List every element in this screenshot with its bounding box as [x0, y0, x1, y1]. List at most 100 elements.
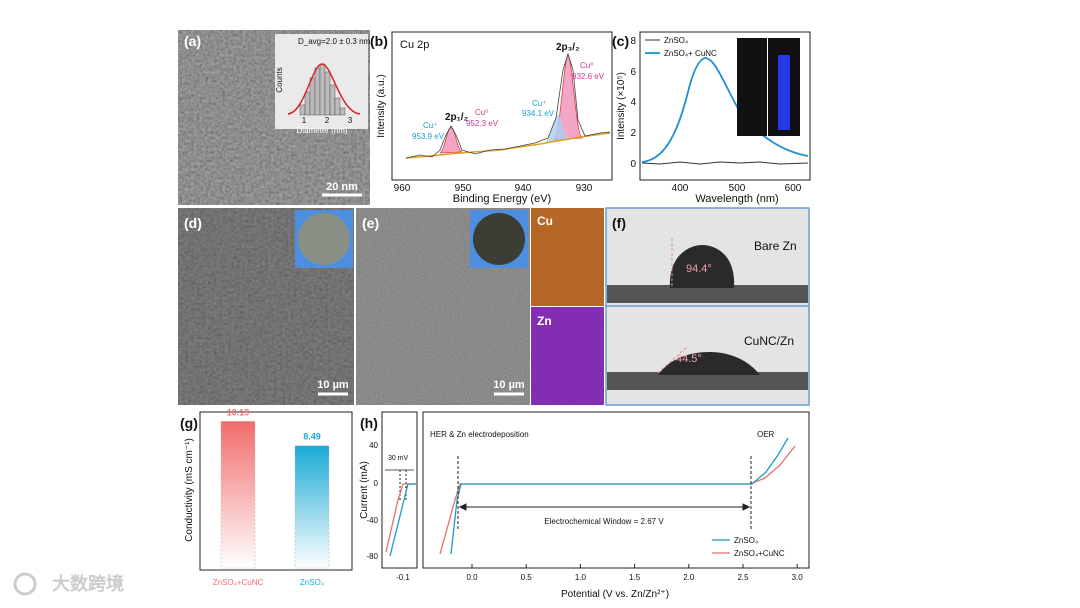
annotation: Cu⁺: [423, 121, 437, 130]
x-tick-label: 600: [785, 183, 802, 194]
substrate: [607, 372, 808, 390]
legend-label: ZnSO₄+ CuNC: [664, 49, 717, 58]
droplet: [658, 352, 760, 375]
annotation: Cu⁰: [580, 61, 593, 70]
y-tick-label: 6: [630, 67, 636, 78]
x-axis-label: Binding Energy (eV): [453, 193, 551, 205]
current-line: [450, 437, 789, 555]
map-texture: [531, 208, 604, 306]
panel-label: (h): [360, 415, 378, 431]
panel-label: (g): [180, 415, 198, 431]
panel-label: (e): [362, 215, 379, 231]
peak-fill: [545, 115, 570, 142]
inset-annotation: D_avg=2.0 ± 0.3 nm: [298, 37, 371, 46]
y-tick-label: 40: [369, 441, 378, 450]
x-tick-label: 0.0: [466, 573, 478, 582]
y-axis-label: Current (mA): [359, 461, 370, 519]
angle-label: 44.5°: [676, 353, 702, 365]
x-tick-label: 1.5: [629, 573, 641, 582]
x-axis-label: Wavelength (nm): [695, 193, 778, 205]
x-tick-label: 3.0: [792, 573, 804, 582]
bar: [220, 420, 256, 569]
y-tick-label: -80: [366, 552, 378, 561]
sample-label: Bare Zn: [754, 239, 797, 253]
x-tick-label: 960: [394, 183, 411, 194]
axes-frame: [639, 31, 811, 181]
background-line: [405, 132, 611, 159]
scale-bar-label: 10 µm: [317, 379, 349, 391]
annotation: OER: [757, 430, 775, 439]
inset-y-label: Counts: [275, 67, 284, 92]
x-tick-label: 0.5: [521, 573, 533, 582]
inset-tick: 2: [325, 116, 330, 125]
legend-label: ZnSO₄: [734, 536, 758, 545]
x-tick-label: 2.0: [683, 573, 695, 582]
panel-label: (b): [370, 33, 388, 49]
spectrum-line: [641, 161, 809, 165]
panel-label: (d): [184, 215, 202, 231]
watermark: 大数跨境: [52, 573, 124, 594]
panel-label: (f): [612, 215, 626, 231]
annotation: 953.9 eV: [412, 132, 445, 141]
sample-label: CuNC/Zn: [744, 334, 794, 348]
value-label: 10.19: [227, 407, 250, 417]
map-label: Zn: [537, 314, 552, 328]
x-tick-label: 940: [515, 183, 532, 194]
axes-frame: [422, 411, 810, 569]
panel-title: Cu 2p: [400, 39, 429, 51]
bar: [294, 445, 330, 569]
y-tick-label: 2: [630, 128, 636, 139]
substrate: [607, 285, 808, 303]
y-tick-label: 0: [374, 479, 379, 488]
y-tick-label: 8: [630, 36, 636, 47]
axes-frame: [199, 411, 353, 571]
angle-label: 94.4°: [686, 263, 712, 275]
y-tick-label: 4: [630, 97, 636, 108]
x-tick-label: ZnSO₄+CuNC: [213, 578, 264, 587]
gaussian-fit: [287, 63, 361, 115]
x-tick-label: 500: [729, 183, 746, 194]
panel-label: (a): [184, 33, 201, 49]
annotation: 934.1 eV: [522, 109, 555, 118]
annotation: HER & Zn electrodeposition: [430, 430, 529, 439]
annotation: 2p₃/₂: [556, 42, 580, 53]
annotation: Cu⁰: [475, 108, 488, 117]
angle-guide: [657, 345, 689, 374]
y-tick-label: 0: [630, 159, 636, 170]
watermark-logo: [13, 572, 37, 596]
droplet: [669, 245, 735, 288]
x-tick-label: ZnSO₄: [300, 578, 324, 587]
value-label: 8.49: [303, 432, 321, 442]
scale-bar-label: 10 µm: [493, 379, 525, 391]
electrode-disc: [298, 213, 350, 265]
spectrum-line: [405, 52, 611, 159]
map-label: Cu: [537, 214, 553, 228]
x-axis-label: Potential (V vs. Zn/Zn²⁺): [561, 589, 669, 600]
scale-bar-label: 20 nm: [326, 181, 358, 193]
y-axis-label: Intensity (×10⁵): [616, 72, 627, 140]
legend-label: ZnSO₄+CuNC: [734, 549, 785, 558]
x-tick-label: -0.1: [396, 573, 410, 582]
annotation: Cu⁺: [532, 99, 546, 108]
electrode-disc: [473, 213, 525, 265]
map-texture: [531, 307, 604, 405]
x-tick-label: 950: [455, 183, 472, 194]
panel-label: (c): [612, 33, 629, 49]
annotation: 30 mV: [388, 455, 409, 462]
current-line: [385, 483, 416, 553]
legend-label: ZnSO₄: [664, 36, 688, 45]
y-tick-label: -40: [366, 516, 378, 525]
current-line: [389, 483, 416, 557]
y-axis-label: Intensity (a.u.): [376, 74, 387, 137]
x-tick-label: 930: [576, 183, 593, 194]
y-axis-label: Conductivity (mS cm⁻¹): [184, 438, 195, 542]
annotation: 952.3 eV: [466, 119, 499, 128]
inset-tick: 1: [302, 116, 307, 125]
vial-photo: [737, 38, 767, 136]
axes-frame: [391, 31, 613, 181]
annotation: 932.6 eV: [572, 72, 605, 81]
window-arrow: [458, 503, 751, 511]
scratches: [194, 229, 271, 401]
inset-tick: 3: [348, 116, 353, 125]
